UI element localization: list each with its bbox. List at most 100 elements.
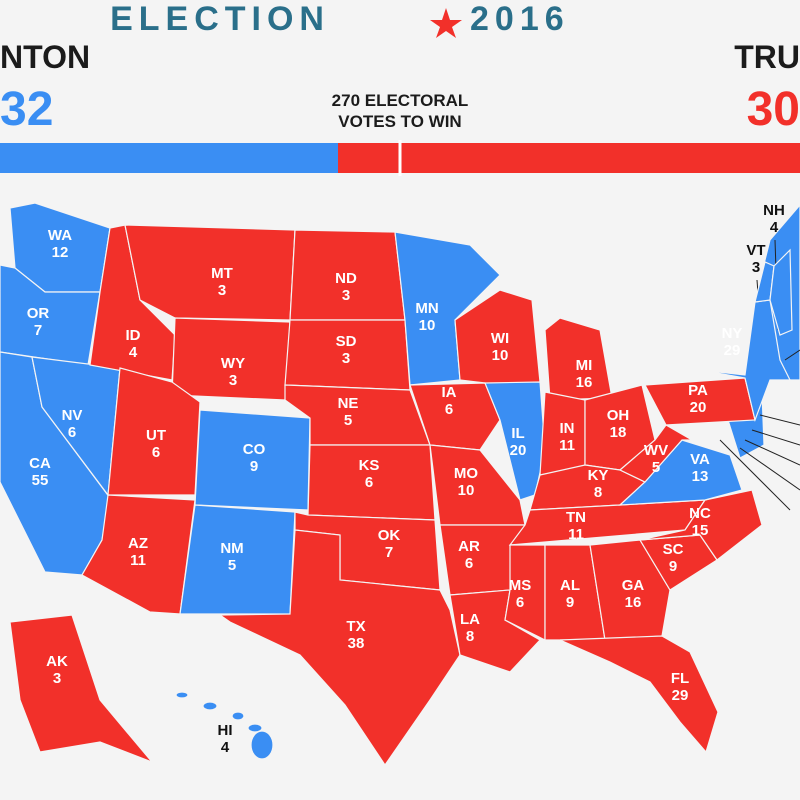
state-votes: 7 [34,322,42,339]
state-votes: 11 [559,437,575,454]
state-shape [231,711,245,721]
state-abbr: NE [338,395,359,412]
state-votes: 13 [692,468,709,485]
state-abbr: KY [588,467,609,484]
state-votes: 5 [652,459,660,476]
state-votes: 55 [32,472,49,489]
state-shape [699,299,791,423]
state-votes: 20 [690,399,707,416]
state-votes: 18 [610,424,627,441]
right-bar [338,143,800,173]
state-abbr: CA [29,455,51,472]
state-shape [429,444,526,526]
state-abbr: NH [763,202,785,219]
state-shape [559,635,719,754]
state-votes: 12 [52,244,69,261]
state-abbr: NY [722,325,743,342]
state-votes: 3 [752,259,760,276]
state-abbr: TN [566,509,586,526]
state-shape [179,504,296,615]
state-abbr: MO [454,465,478,482]
state-votes: 6 [445,401,453,418]
state-votes: 16 [576,374,593,391]
state-shape [409,382,501,451]
state-shape [202,701,218,711]
state-abbr: MS [509,577,532,594]
state-shape [218,529,461,767]
state-votes: 6 [365,474,373,491]
state-shape [247,723,263,733]
state-abbr: ND [335,270,357,287]
state-abbr: WA [48,227,72,244]
state-abbr: HI [218,722,233,739]
state-abbr: AK [46,653,68,670]
state-abbr: IA [442,384,457,401]
state-votes: 11 [130,552,146,569]
right-candidate: TRU [734,39,800,75]
state-abbr: VA [690,451,710,468]
state-abbr: MN [415,300,438,317]
state-abbr: UT [146,427,166,444]
state-votes: 10 [458,482,475,499]
right-votes: 30 [747,83,800,136]
state-abbr: TX [346,618,365,635]
state-shape [9,614,154,764]
state-votes: 3 [53,670,61,687]
state-votes: 3 [342,350,350,367]
state-shape [589,539,671,641]
star [430,8,462,38]
state-abbr: WI [491,330,509,347]
state-votes: 9 [566,594,574,611]
state-votes: 3 [229,372,237,389]
state-votes: 5 [228,557,236,574]
state-abbr: NC [689,505,711,522]
state-votes: 6 [68,424,76,441]
state-votes: 6 [516,594,524,611]
state-votes: 16 [625,594,642,611]
state-shape [544,317,613,401]
state-votes: 10 [419,317,436,334]
state-shape [769,248,793,336]
state-abbr: OR [27,305,50,322]
state-shapes [0,202,793,767]
title-right: 2016 [470,0,570,38]
state-abbr: SC [663,541,684,558]
state-votes: 11 [568,526,584,543]
state-abbr: OK [378,527,401,544]
state-votes: 3 [342,287,350,304]
state-votes: 4 [221,739,230,756]
state-abbr: SD [336,333,357,350]
state-abbr: WV [644,442,668,459]
state-abbr: OH [607,407,630,424]
state-abbr: GA [622,577,645,594]
state-votes: 9 [669,558,677,575]
state-abbr: MT [211,265,233,282]
state-abbr: IL [511,425,524,442]
state-shape [250,730,274,760]
state-abbr: AZ [128,535,148,552]
state-abbr: LA [460,611,480,628]
state-shape [618,424,695,483]
state-abbr: CO [243,441,266,458]
state-votes: 29 [724,342,741,359]
state-votes: 6 [465,555,473,572]
left-bar [0,143,338,173]
state-shape [124,224,296,321]
state-votes: 5 [344,412,352,429]
state-abbr: VT [746,242,765,259]
state-abbr: NV [62,407,83,424]
state-votes: 29 [672,687,689,704]
state-votes: 7 [385,544,393,561]
state-votes: 10 [492,347,509,364]
state-shape [175,691,189,699]
state-votes: 4 [129,344,138,361]
state-votes: 15 [692,522,709,539]
threshold-label: 270 ELECTORAL VOTES TO WIN [332,91,469,131]
state-abbr: AL [560,577,580,594]
state-abbr: NM [220,540,243,557]
state-votes: 8 [594,484,602,501]
state-votes: 9 [250,458,258,475]
state-abbr: KS [359,457,380,474]
state-votes: 3 [218,282,226,299]
